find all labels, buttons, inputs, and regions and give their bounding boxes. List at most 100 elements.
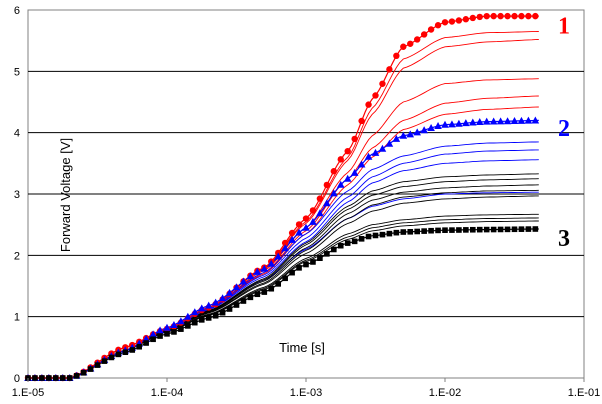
data-point-square [351, 238, 358, 245]
data-point-circle [532, 12, 539, 20]
y-axis-label: Forward Voltage [V] [58, 138, 73, 252]
data-point-square [164, 331, 170, 337]
data-point-circle [400, 43, 407, 50]
data-point-circle [511, 12, 518, 20]
data-point-triangle [399, 131, 408, 139]
x-tick-label: 1.E-04 [151, 387, 183, 399]
data-point-square [296, 265, 302, 271]
y-tick-label: 5 [14, 66, 20, 78]
data-point-square [39, 375, 45, 381]
data-point-triangle [406, 130, 415, 138]
data-point-square [372, 232, 379, 239]
data-point-triangle [260, 264, 269, 272]
data-point-square [254, 291, 261, 298]
data-point-square [497, 226, 504, 233]
data-point-circle [372, 92, 379, 99]
data-point-square [122, 349, 129, 356]
data-point-triangle [357, 160, 366, 168]
x-tick-label: 1.E-02 [429, 387, 461, 399]
data-point-circle [344, 147, 351, 155]
data-point-circle [462, 16, 470, 23]
data-point-triangle [281, 244, 289, 252]
x-tick-label: 1.E-01 [568, 387, 600, 399]
data-point-circle [441, 19, 449, 26]
data-point-square [511, 226, 518, 233]
data-point-square [136, 343, 142, 350]
data-point-triangle [489, 117, 498, 125]
data-point-triangle [469, 118, 477, 126]
data-point-square [331, 246, 337, 253]
data-point-triangle [204, 301, 213, 309]
data-point-triangle [510, 117, 519, 125]
data-point-triangle [246, 272, 255, 280]
data-point-triangle [232, 283, 241, 291]
data-point-triangle [448, 120, 456, 128]
data-point-square [46, 375, 52, 381]
data-point-square [476, 226, 483, 233]
data-point-triangle [170, 321, 178, 329]
data-point-circle [379, 80, 386, 87]
data-point-circle [358, 117, 365, 125]
data-point-triangle [184, 312, 192, 320]
data-point-circle [316, 195, 324, 202]
data-point-circle [302, 215, 310, 222]
data-point-triangle [218, 294, 227, 302]
data-point-circle [330, 168, 337, 175]
data-point-square [240, 298, 247, 304]
data-point-square [198, 317, 205, 323]
data-point-square [421, 228, 427, 234]
x-tick-label: 1.E-05 [12, 387, 44, 399]
data-point-triangle [524, 116, 533, 124]
data-point-square [115, 351, 122, 358]
data-point-circle [386, 66, 393, 73]
data-point-circle [351, 135, 358, 143]
data-point-square [150, 336, 156, 343]
data-point-square [94, 362, 101, 368]
data-point-square [317, 255, 323, 262]
data-point-triangle [197, 304, 206, 312]
data-point-triangle [156, 326, 164, 334]
data-point-triangle [420, 126, 428, 134]
data-point-triangle [316, 209, 324, 217]
data-point-square [463, 227, 469, 233]
data-point-triangle [364, 152, 373, 160]
data-point-square [129, 347, 136, 353]
data-point-square [185, 323, 191, 329]
series-tag-1: 1 [558, 13, 570, 39]
data-point-triangle [323, 199, 331, 207]
data-point-circle [365, 101, 372, 108]
data-point-triangle [163, 323, 171, 331]
data-point-square [470, 226, 476, 233]
data-point-square [87, 366, 94, 372]
data-point-triangle [302, 223, 310, 231]
data-point-circle [309, 207, 317, 214]
y-tick-label: 1 [14, 312, 20, 324]
data-point-square [282, 275, 288, 282]
data-point-square [268, 285, 275, 292]
data-point-square [393, 229, 400, 236]
y-tick-label: 4 [14, 128, 20, 140]
data-point-circle [448, 18, 456, 25]
data-point-triangle [211, 298, 220, 306]
data-point-triangle [350, 168, 359, 176]
data-point-triangle [330, 189, 338, 197]
data-point-square [310, 259, 316, 265]
data-point-triangle [462, 119, 470, 127]
data-point-square [205, 315, 212, 321]
data-point-triangle [309, 217, 317, 225]
data-point-circle [469, 14, 476, 22]
data-point-square [456, 227, 462, 233]
data-point-triangle [177, 317, 185, 325]
series-tag-2: 2 [558, 116, 570, 142]
data-point-circle [504, 12, 511, 20]
data-point-triangle [385, 139, 394, 147]
data-point-square [192, 319, 198, 326]
data-point-triangle [343, 174, 352, 182]
data-point-circle [414, 36, 421, 43]
data-point-triangle [239, 277, 248, 285]
data-point-circle [323, 181, 331, 189]
data-point-square [108, 354, 115, 361]
data-point-triangle [441, 120, 449, 128]
data-point-square [532, 226, 539, 232]
data-point-square [247, 294, 254, 301]
